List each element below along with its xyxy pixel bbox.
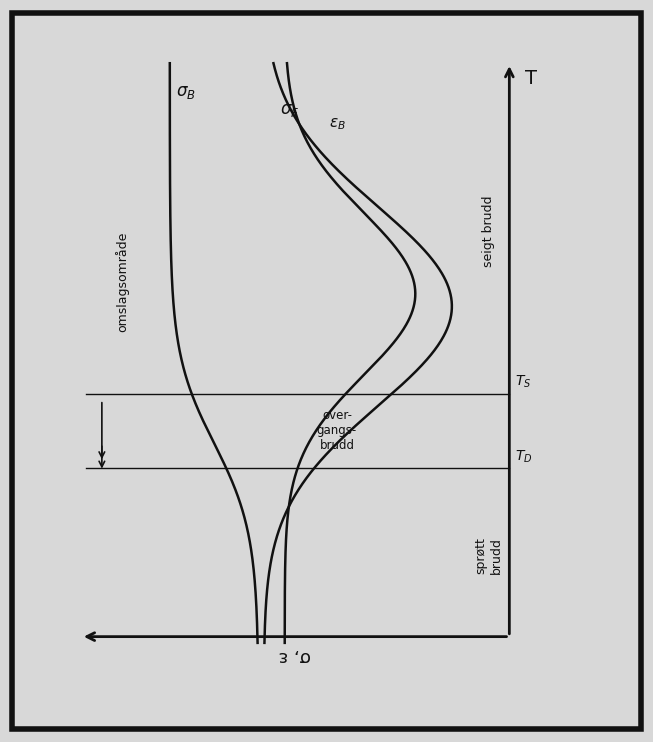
Text: omslagsområde: omslagsområde: [116, 232, 130, 332]
Text: over-
gangs-
brudd: over- gangs- brudd: [317, 410, 357, 453]
Text: $\varepsilon_B$: $\varepsilon_B$: [328, 116, 345, 132]
Text: seigt brudd: seigt brudd: [482, 196, 495, 267]
Text: $\sigma_F$: $\sigma_F$: [280, 102, 300, 119]
Text: $\sigma_B$: $\sigma_B$: [176, 82, 195, 101]
Text: σ, ε: σ, ε: [279, 647, 311, 665]
Text: $T_S$: $T_S$: [515, 374, 531, 390]
Text: sprøtt
brudd: sprøtt brudd: [475, 537, 502, 574]
Text: T: T: [525, 70, 537, 88]
Text: $T_D$: $T_D$: [515, 449, 532, 465]
